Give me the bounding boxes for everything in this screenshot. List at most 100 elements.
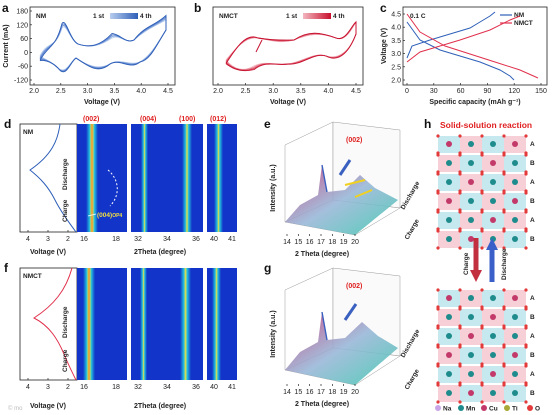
latBot-oxygen-atom — [524, 383, 528, 387]
latBot-tm-atom — [490, 390, 496, 396]
panel-e-arrow-yellow-1 — [354, 189, 373, 198]
latBot-oxygen-atom — [480, 307, 484, 311]
panel-d-band-012 — [214, 124, 223, 232]
latTop-oxygen-atom — [502, 210, 506, 214]
latBot-oxygen-atom — [524, 400, 528, 404]
panel-f-band-004 — [140, 268, 147, 380]
latTop-tm-atom — [446, 160, 452, 166]
panel-g-ylabel: Intensity (a.u.) — [270, 310, 277, 357]
latTop-oxygen-atom — [458, 191, 462, 195]
panel-b-x-tick-label: 2.0 — [213, 88, 223, 95]
panel-e-x-tick-label: 20 — [351, 239, 359, 246]
panel-g-peak-label: (002) — [346, 283, 362, 290]
panel-d-heatmap-1 — [77, 124, 127, 232]
latBot-oxygen-atom — [480, 345, 484, 349]
panel-a-x-tick-label: 2.0 — [29, 88, 39, 95]
ttD-tick-label: 32 — [134, 236, 142, 243]
panel-b-x-tick-label: 2.5 — [241, 88, 251, 95]
panel-a-xticks: 2.0 2.5 3.0 3.5 4.0 4.5 — [29, 83, 173, 95]
panel-a-x-tick-label: 3.0 — [83, 88, 93, 95]
latTop-oxygen-atom — [524, 229, 528, 233]
panel-h-charge-arrowhead — [470, 270, 482, 282]
latBot-oxygen-atom — [436, 383, 440, 387]
panel-a-y-tick-label: -120 — [14, 78, 28, 85]
panel-h-charge-label: Charge — [463, 252, 470, 275]
latTop-oxygen-atom — [480, 191, 484, 195]
panel-f-letter: f — [4, 261, 9, 275]
panel-g-x-tick-label: 19 — [340, 389, 348, 396]
panel-c: c 0.1 C NM NMCT 0 30 60 90 120 150 4.5 4.0 3.5 3… — [380, 1, 548, 106]
panel-e-xlabel: 2 Theta (degree) — [295, 251, 349, 258]
latTop-oxygen-atom — [524, 191, 528, 195]
latBot-tm-atom — [446, 295, 452, 301]
panel-c-x-tick-label: 90 — [484, 88, 492, 95]
latTop-oxygen-atom — [480, 172, 484, 176]
latBot-oxygen-atom — [436, 307, 440, 311]
panel-c-x-tick-label: 120 — [508, 88, 520, 95]
panel-c-legend-nmct: NMCT — [514, 20, 533, 27]
ttD-tick-label: 18 — [112, 236, 120, 243]
latBot-tm-atom — [468, 390, 474, 396]
layTop-layer: B — [530, 236, 535, 243]
layTop-layer: B — [530, 198, 535, 205]
latTop-tm-atom — [512, 179, 518, 185]
panel-h-layer-labels-bottom: A B A B A B — [530, 295, 535, 397]
latBot-oxygen-atom — [458, 345, 462, 349]
layTop-layer: A — [530, 217, 535, 224]
latBot-tm-atom — [446, 314, 452, 320]
panel-g-letter: g — [264, 261, 271, 275]
panel-a-xlabel: Voltage (V) — [84, 99, 120, 106]
panel-a-y-tick-label: -60 — [18, 64, 28, 71]
layBot-layer: A — [530, 295, 535, 302]
ttF-tick-label: 36 — [192, 384, 200, 391]
latTop-tm-atom — [468, 236, 474, 242]
latTop-tm-atom — [468, 179, 474, 185]
latTop-tm-atom — [512, 198, 518, 204]
latTop-tm-atom — [512, 160, 518, 166]
panel-g: g (002) 14 15 16 17 18 19 20 2 Theta (degree) … — [264, 261, 422, 408]
latBot-tm-atom — [446, 390, 452, 396]
layBot-layer: A — [530, 333, 535, 340]
panel-c-nm-discharge — [406, 21, 515, 81]
layTop-layer: A — [530, 179, 535, 186]
latTop-tm-atom — [512, 236, 518, 242]
panel-h-lattice-bottom — [436, 288, 528, 404]
latBot-tm-atom — [468, 295, 474, 301]
latBot-oxygen-atom — [524, 326, 528, 330]
panel-e-x-tick-label: 16 — [306, 239, 314, 246]
panel-e-peak-line — [321, 164, 328, 193]
panel-h-legend-swatch — [435, 405, 441, 411]
panel-b-legend-start: 1 st — [286, 13, 298, 20]
cvA-cycle-4 — [39, 14, 167, 73]
panel-f-discharge-label: Discharge — [62, 306, 69, 338]
panel-e-x-tick-label: 15 — [294, 239, 302, 246]
latTop-oxygen-atom — [480, 134, 484, 138]
panel-g-xlabel: 2 Theta (degree) — [295, 401, 349, 408]
panel-d-sample: NM — [23, 129, 33, 136]
panel-b-x-tick-label: 3.5 — [296, 88, 306, 95]
latTop-tm-atom — [446, 198, 452, 204]
panel-g-x-tick-label: 17 — [317, 389, 325, 396]
latBot-oxygen-atom — [524, 345, 528, 349]
latTop-oxygen-atom — [436, 210, 440, 214]
panel-e-x-tick-label: 19 — [340, 239, 348, 246]
panel-a-x-tick-label: 4.0 — [136, 88, 146, 95]
panel-b-sample: NMCT — [219, 13, 238, 20]
panel-g-x-tick-label: 14 — [283, 389, 291, 396]
panel-c-rate: 0.1 C — [410, 13, 426, 20]
latBot-tm-atom — [490, 371, 496, 377]
panel-c-nmct-discharge — [406, 13, 539, 79]
panel-e-surface — [285, 165, 398, 235]
latTop-oxygen-atom — [458, 172, 462, 176]
panel-c-legend-nm: NM — [514, 12, 524, 19]
panel-f-sample: NMCT — [23, 273, 42, 280]
panel-a-yticks: 180 120 60 0 -60 -120 — [14, 9, 32, 85]
panel-a-x-tick-label: 4.5 — [163, 88, 173, 95]
vtD-tick-label: 2 — [66, 236, 70, 243]
panel-e-letter: e — [264, 117, 271, 131]
latBot-oxygen-atom — [502, 383, 506, 387]
panel-e-x-tick-label: 17 — [317, 239, 325, 246]
panel-a-legend-end: 4 th — [140, 13, 152, 20]
panel-f-band-002 — [83, 268, 95, 380]
panel-d-voltage-curve — [29, 123, 77, 233]
